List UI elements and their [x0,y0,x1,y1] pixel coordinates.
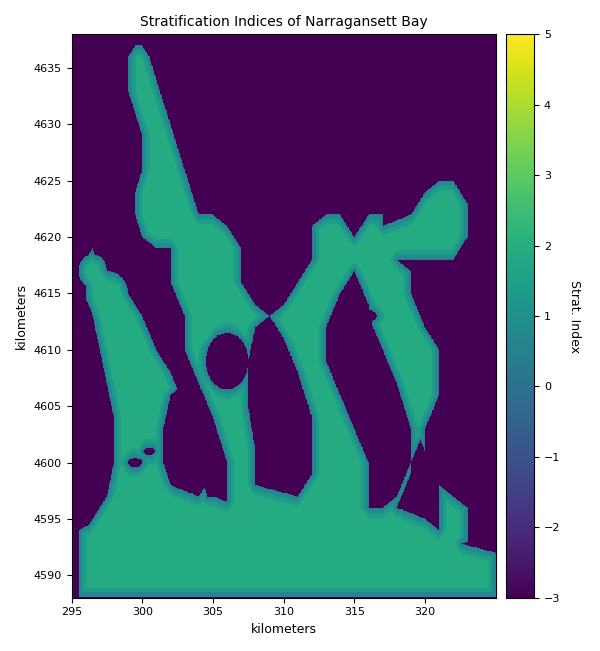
Y-axis label: kilometers: kilometers [15,283,28,349]
Title: Stratification Indices of Narragansett Bay: Stratification Indices of Narragansett B… [140,15,428,29]
Y-axis label: Strat. Index: Strat. Index [568,279,581,353]
X-axis label: kilometers: kilometers [251,623,317,636]
